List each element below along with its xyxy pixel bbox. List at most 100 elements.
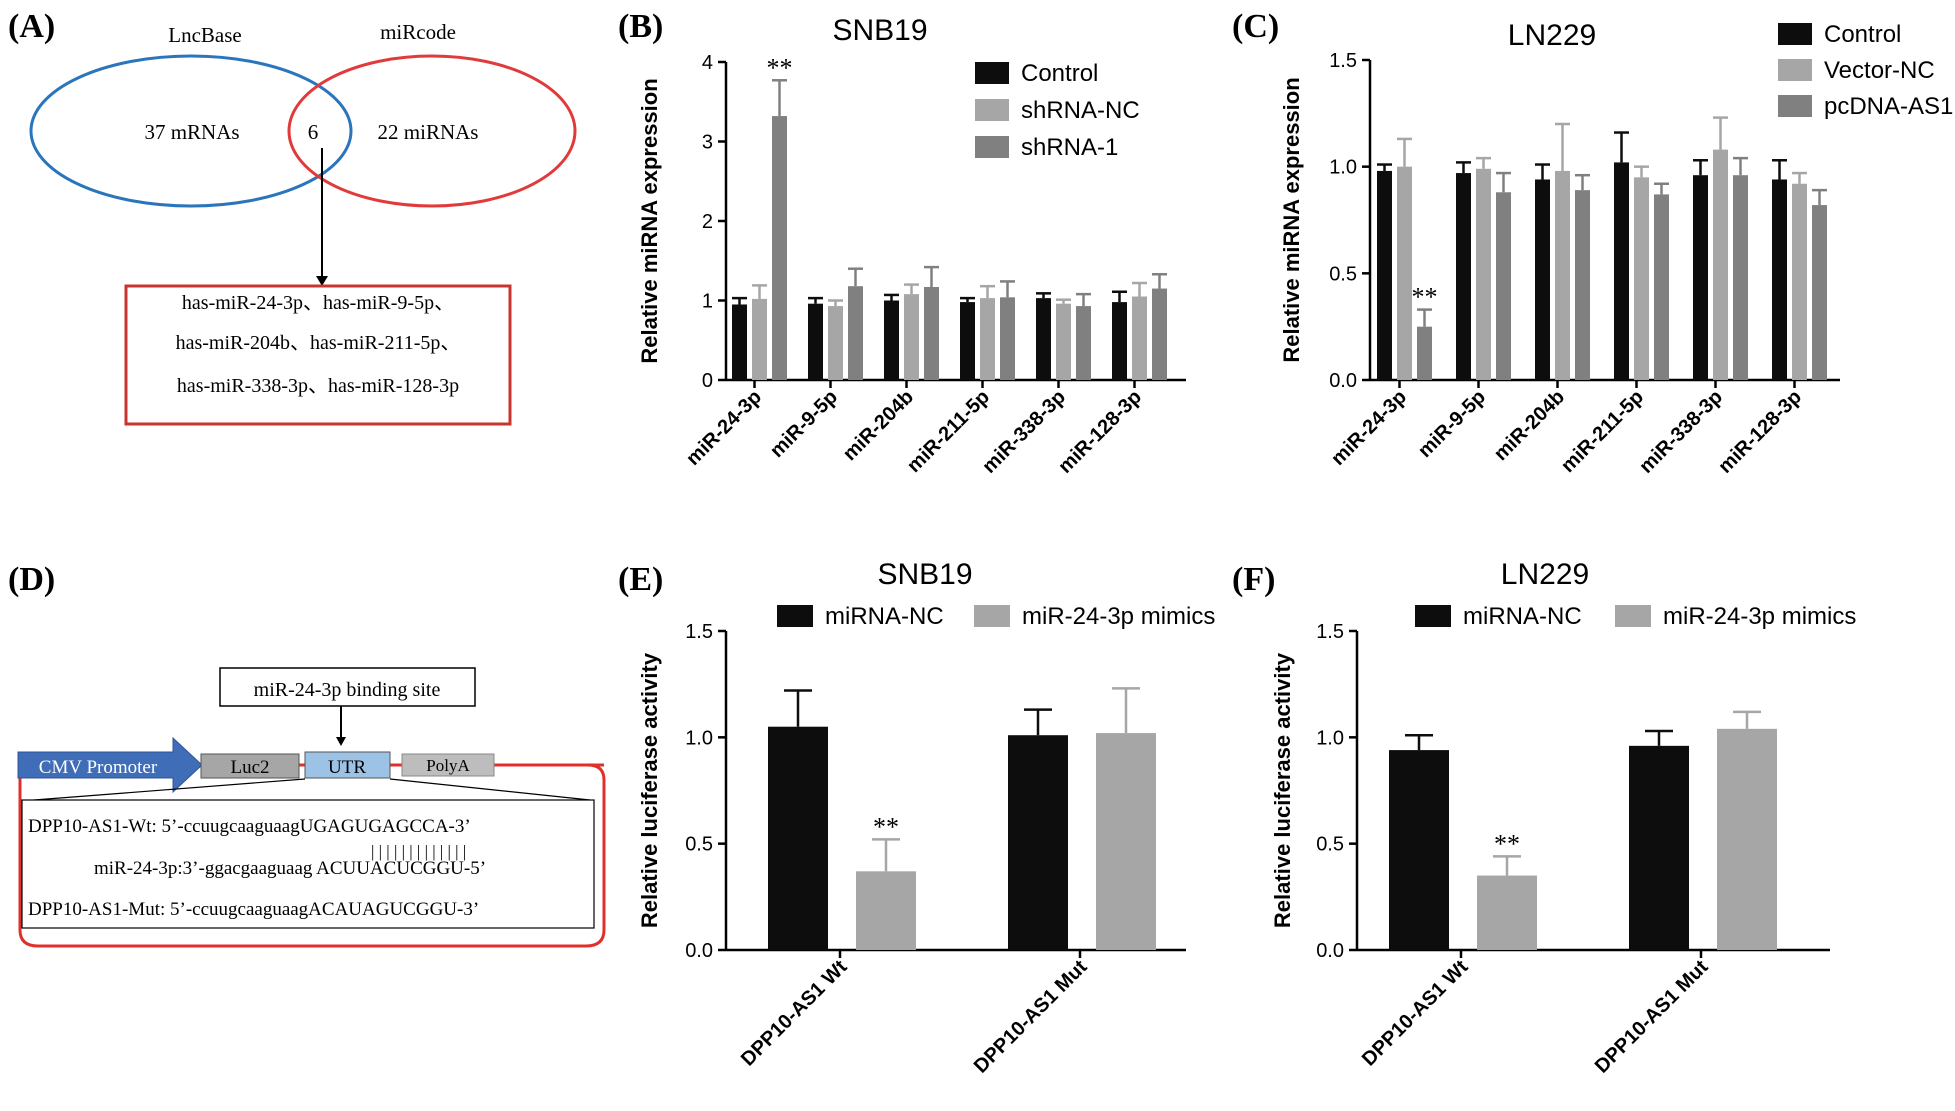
y-tick-label: 0.5	[1329, 263, 1357, 285]
y-tick-label: 1.0	[1316, 727, 1344, 749]
bar	[1555, 170, 1570, 380]
venn-circle-mircode	[287, 54, 577, 208]
bar	[1076, 306, 1091, 380]
bar	[1417, 326, 1432, 380]
bar	[1476, 168, 1491, 380]
significance-marker: **	[767, 53, 793, 82]
bar	[1733, 175, 1748, 380]
utr-label: UTR	[328, 757, 366, 778]
x-tick-label: miR-338-3p	[1635, 386, 1727, 478]
y-tick-label: 1	[702, 291, 713, 313]
chart-f-ln229-luciferase: LN229 Relative luciferase activity 0.0 0.5 1…	[1270, 558, 1856, 1078]
x-tick-label: DPP10-AS1 Wt	[1358, 956, 1473, 1071]
bar	[1389, 750, 1449, 950]
y-tick-label: 1.0	[685, 727, 713, 749]
pairing-marks: | | | | | | | | | | | | |	[371, 842, 466, 861]
legend-label: shRNA-1	[1021, 134, 1118, 161]
legend-label: miR-24-3p mimics	[1663, 603, 1856, 630]
bar	[904, 294, 919, 380]
venn-overlap: 6	[308, 120, 319, 144]
legend-label: miRNA-NC	[825, 603, 944, 630]
panel-label-d: (D)	[8, 561, 55, 598]
chart-title: SNB19	[832, 14, 927, 47]
panel-label-f: (F)	[1232, 561, 1275, 598]
bar	[732, 304, 747, 380]
bar	[1397, 166, 1412, 380]
legend-swatch	[1778, 23, 1812, 45]
x-tick-label: miR-24-3p	[682, 386, 766, 470]
y-tick-label: 0.0	[685, 940, 713, 962]
venn-result-line-2: has-miR-204b、has-miR-211-5p、	[176, 332, 461, 354]
x-tick-label: miR-204b	[839, 386, 918, 465]
bar	[768, 726, 828, 950]
bar	[1812, 205, 1827, 380]
venn-set2-title: miRcode	[380, 20, 456, 44]
y-axis-label: Relative luciferase activity	[1270, 652, 1295, 928]
y-tick-label: 1.5	[1316, 621, 1344, 643]
bar	[1629, 745, 1689, 950]
bar	[1535, 179, 1550, 380]
legend-swatch	[974, 605, 1010, 627]
bar	[1614, 162, 1629, 380]
y-tick-label: 4	[702, 52, 713, 74]
y-tick-label: 2	[702, 211, 713, 233]
bar	[1008, 735, 1068, 950]
luc2-box	[200, 753, 300, 779]
x-tick-label: miR-9-5p	[1414, 386, 1490, 462]
legend-swatch	[975, 99, 1009, 121]
chart-title: LN229	[1501, 558, 1589, 591]
x-tick-label: miR-9-5p	[766, 386, 842, 462]
y-tick-label: 1.5	[1329, 50, 1357, 72]
bar	[1377, 170, 1392, 380]
x-tick-label: DPP10-AS1 Mut	[970, 956, 1092, 1078]
bar	[884, 300, 899, 380]
bar	[1477, 875, 1537, 950]
x-tick-label: DPP10-AS1 Mut	[1591, 956, 1713, 1078]
y-axis-label: Relative miRNA expression	[637, 78, 662, 363]
chart-b-snb19-mirna: SNB19 Relative miRNA expression 0 1 2 3 4 miR-2…	[637, 14, 1186, 478]
bar	[980, 298, 995, 380]
bar	[1772, 179, 1787, 380]
bar	[808, 303, 823, 380]
legend-swatch	[975, 136, 1009, 158]
legend-swatch	[1415, 605, 1451, 627]
bar	[1693, 175, 1708, 380]
legend-swatch	[975, 62, 1009, 84]
polya-box	[401, 753, 495, 777]
legend-swatch	[777, 605, 813, 627]
bar	[848, 286, 863, 380]
cmv-promoter-label: CMV Promoter	[39, 757, 158, 778]
cmv-promoter-arrow	[17, 736, 203, 794]
bar	[1152, 288, 1167, 380]
mut-sequence: DPP10-AS1-Mut: 5’-ccuugcaaguaagACAUAGUCG…	[28, 899, 479, 920]
bar	[828, 306, 843, 380]
bar	[1713, 149, 1728, 380]
bar	[1000, 297, 1015, 380]
y-tick-label: 0.5	[1316, 834, 1344, 856]
bar	[772, 116, 787, 380]
bar	[1112, 302, 1127, 380]
venn-arrow-head	[316, 276, 328, 286]
chart-title: LN229	[1508, 19, 1596, 52]
bar	[1654, 194, 1669, 380]
bar	[1792, 183, 1807, 380]
x-tick-label: miR-24-3p	[1327, 386, 1411, 470]
x-tick-label: miR-128-3p	[1714, 386, 1806, 478]
y-tick-label: 0	[702, 370, 713, 392]
legend-swatch	[1615, 605, 1651, 627]
chart-e-snb19-luciferase: SNB19 Relative luciferase activity 0.0 0.5 1…	[637, 558, 1215, 1078]
legend-label: shRNA-NC	[1021, 97, 1140, 124]
significance-marker: **	[873, 812, 899, 841]
polya-label: PolyA	[426, 756, 470, 775]
zoom-line-left	[33, 778, 306, 801]
venn-set1-only: 37 mRNAs	[144, 120, 239, 144]
legend-label: miR-24-3p mimics	[1022, 603, 1215, 630]
venn-result-line-1: has-miR-24-3p、has-miR-9-5p、	[182, 292, 454, 314]
binding-site-box	[219, 667, 476, 707]
x-tick-label: miR-204b	[1490, 386, 1569, 465]
panel-label-c: (C)	[1232, 8, 1279, 45]
binding-site-label: miR-24-3p binding site	[254, 679, 441, 701]
wt-sequence: DPP10-AS1-Wt: 5’-ccuugcaaguaagUGAGUGAGCC…	[28, 816, 471, 837]
vector-loop	[18, 763, 606, 948]
